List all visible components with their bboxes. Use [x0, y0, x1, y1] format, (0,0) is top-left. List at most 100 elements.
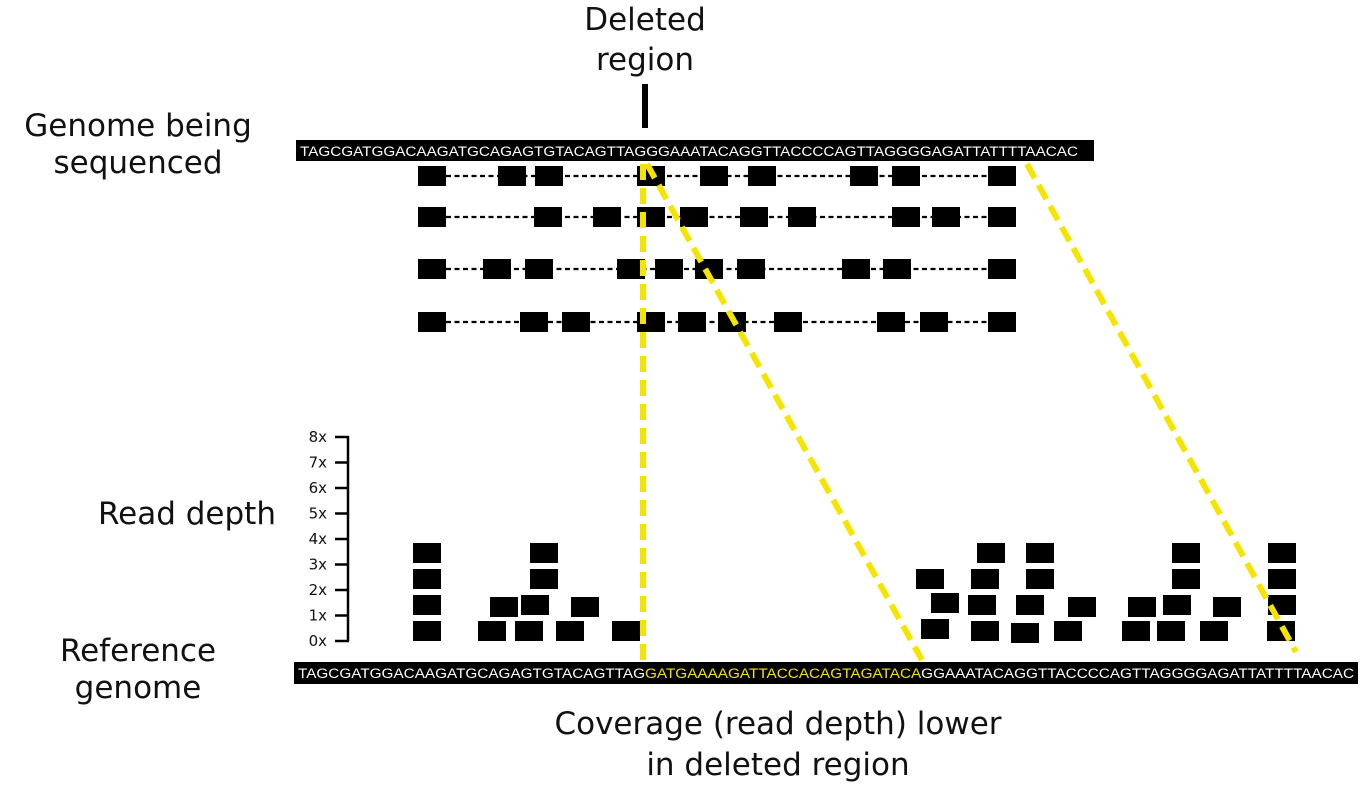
read-block [737, 259, 765, 279]
axis-tick-label: 4x [309, 530, 328, 548]
coverage-read-block [1213, 597, 1241, 617]
coverage-read-block [1172, 543, 1200, 563]
coverage-read-block [977, 543, 1005, 563]
deleted-region-label-line1: Deleted [584, 2, 706, 38]
coverage-read-block [931, 593, 959, 613]
read-block [850, 166, 878, 186]
coverage-read-block [490, 597, 518, 617]
read-depth-axis-ticks: 0x 1x 2x 3x 4x 5x 6x 7x 8x [309, 428, 349, 650]
read-block [655, 259, 683, 279]
read-block [988, 312, 1016, 332]
caption-line2: in deleted region [646, 747, 909, 783]
deleted-region-label-line2: region [596, 42, 694, 78]
coverage-read-block [968, 595, 996, 615]
read-block [842, 259, 870, 279]
coverage-read-block [612, 621, 640, 641]
read-block [883, 259, 911, 279]
read-depth-label: Read depth [98, 496, 276, 532]
coverage-read-block [478, 621, 506, 641]
read-block [788, 207, 816, 227]
coverage-read-block [971, 569, 999, 589]
read-block [877, 312, 905, 332]
coverage-read-block [1054, 621, 1082, 641]
deletion-guide-lines [640, 162, 1299, 662]
read-block [988, 166, 1016, 186]
coverage-read-block [413, 621, 441, 641]
coverage-read-block [1157, 621, 1185, 641]
coverage-read-block [1122, 621, 1150, 641]
reference-label-line1: Reference [60, 633, 216, 669]
deletion-guide-line [644, 162, 925, 662]
coverage-read-block [1026, 543, 1054, 563]
read-block [988, 207, 1016, 227]
axis-tick-label: 6x [309, 479, 328, 497]
coverage-read-block [521, 595, 549, 615]
axis-tick-label: 5x [309, 505, 328, 523]
coverage-read-block [1268, 543, 1296, 563]
read-block [418, 207, 446, 227]
read-block [892, 166, 920, 186]
coverage-read-block [921, 619, 949, 639]
read-block [700, 166, 728, 186]
read-block [520, 312, 548, 332]
coverage-read-block [1016, 595, 1044, 615]
read-block [617, 259, 645, 279]
coverage-read-block [530, 569, 558, 589]
axis-tick-label: 7x [309, 454, 328, 472]
deletion-guide-line [1024, 162, 1299, 654]
read-block [892, 207, 920, 227]
coverage-read-block [1172, 569, 1200, 589]
reference-genome-sequence: TAGCGATGGACAAGATGCAGAGTGTACAGTTAG GATGAAA… [298, 666, 1354, 681]
coverage-read-block [1011, 623, 1039, 643]
coverage-read-block [530, 543, 558, 563]
coverage-read-block [971, 621, 999, 641]
reference-after-deletion: GGAAATACAGGTTACCCCAGTTAGGGGAGATTATTTTAAC… [921, 666, 1354, 681]
coverage-read-block [413, 595, 441, 615]
reference-label-line2: genome [75, 670, 202, 706]
sequenced-genome-sequence: TAGCGATGGACAAGATGCAGAGTGTACAGTTAGGGAAATA… [300, 144, 1078, 159]
read-block [418, 259, 446, 279]
coverage-read-block [1068, 597, 1096, 617]
read-block [534, 207, 562, 227]
read-block [740, 207, 768, 227]
read-block [932, 207, 960, 227]
sequencing-reads [418, 166, 1016, 332]
axis-tick-label: 0x [309, 632, 328, 650]
read-block [418, 166, 446, 186]
axis-tick-label: 3x [309, 556, 328, 574]
read-block [988, 259, 1016, 279]
reference-deleted-segment: GATGAAAAGATTACCACAGTAGATACA [645, 666, 921, 681]
coverage-read-block [413, 543, 441, 563]
coverage-read-block [1128, 597, 1156, 617]
coverage-read-block [1200, 621, 1228, 641]
read-block [678, 312, 706, 332]
deleted-region-marker [642, 84, 648, 128]
read-block [920, 312, 948, 332]
genome-sequenced-label-line1: Genome being [24, 108, 252, 144]
read-block [418, 312, 446, 332]
axis-tick-label: 2x [309, 581, 328, 599]
axis-tick-label: 8x [309, 428, 328, 446]
read-block [680, 207, 708, 227]
read-block [525, 259, 553, 279]
coverage-read-block [916, 569, 944, 589]
coverage-read-block [1163, 595, 1191, 615]
sequenced-genome-strip [296, 140, 1094, 161]
read-block [748, 166, 776, 186]
coverage-blocks [413, 543, 1296, 643]
read-block [774, 312, 802, 332]
caption-line1: Coverage (read depth) lower [554, 706, 1001, 742]
reference-before-deletion: TAGCGATGGACAAGATGCAGAGTGTACAGTTAG [298, 666, 645, 681]
coverage-read-block [1026, 569, 1054, 589]
coverage-read-block [556, 621, 584, 641]
coverage-read-block [413, 569, 441, 589]
coverage-read-block [515, 621, 543, 641]
read-block [593, 207, 621, 227]
axis-tick-label: 1x [309, 607, 328, 625]
read-block [562, 312, 590, 332]
read-block [498, 166, 526, 186]
reference-genome-strip [294, 662, 1358, 684]
genome-sequenced-label-line2: sequenced [53, 145, 222, 181]
